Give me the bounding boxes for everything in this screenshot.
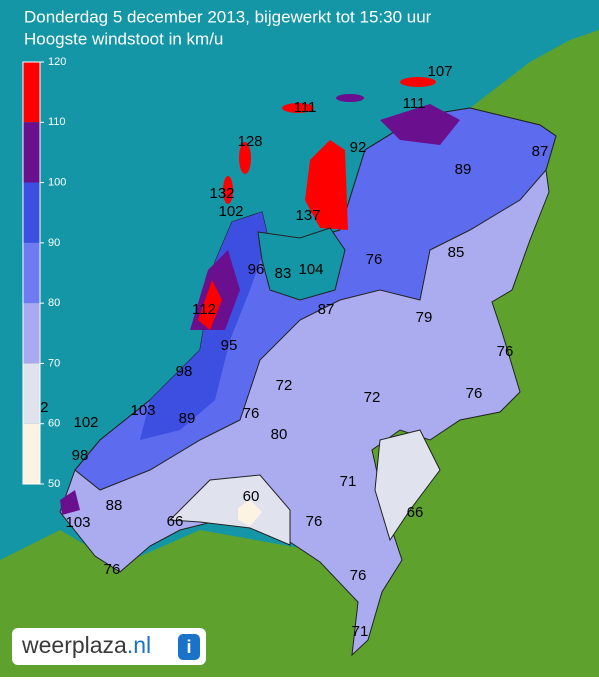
legend-tick-label: 110 <box>48 116 66 128</box>
logo-text: weerplaza.nl <box>21 632 151 658</box>
legend-tick-label: 80 <box>48 297 60 309</box>
legend-band <box>23 242 40 304</box>
station-value: 104 <box>298 261 323 278</box>
station-value: 79 <box>416 309 433 326</box>
station-value: 76 <box>104 561 121 578</box>
zone-110-120 <box>305 140 348 230</box>
station-value: 72 <box>276 377 293 394</box>
logo-name: weerplaza <box>21 632 127 658</box>
station-value: 66 <box>407 504 424 521</box>
legend-frame <box>22 61 41 485</box>
legend-band <box>23 303 40 364</box>
station-value: 87 <box>532 143 549 160</box>
legend-band <box>23 122 40 183</box>
station-value: 88 <box>106 497 123 514</box>
island <box>336 94 364 102</box>
station-value: 112 <box>192 301 216 318</box>
station-value: 102 <box>73 414 98 431</box>
station-value: 71 <box>352 623 369 640</box>
zone-50-60 <box>238 500 262 526</box>
legend: 120 110 100 90 80 70 60 50 <box>22 56 66 490</box>
legend-tick-label: 70 <box>48 357 60 369</box>
station-value: 128 <box>237 133 262 150</box>
station-value: 76 <box>497 343 514 360</box>
logo[interactable]: weerplaza.nl i <box>12 628 206 665</box>
station-value: 76 <box>243 405 260 422</box>
station-value: 60 <box>243 488 260 505</box>
station-value: 98 <box>176 363 193 380</box>
station-value: 92 <box>350 139 367 156</box>
island <box>282 103 314 113</box>
station-value: 83 <box>275 265 292 282</box>
station-value: 76 <box>350 567 367 584</box>
station-value: 95 <box>221 337 238 354</box>
station-value: 87 <box>318 301 335 318</box>
logo-icon <box>178 634 200 660</box>
station-value: 111 <box>294 99 317 116</box>
station-value: 66 <box>167 513 184 530</box>
station-value: 80 <box>271 426 288 443</box>
logo-icon-text: i <box>186 637 191 657</box>
zone-60-70 <box>374 429 441 542</box>
station-value: 85 <box>448 244 465 261</box>
station-value: 89 <box>455 161 472 178</box>
logo-tld: .nl <box>127 632 151 658</box>
island <box>239 142 251 174</box>
station-value: 96 <box>248 261 265 278</box>
legend-tick-label: 50 <box>48 478 60 490</box>
legend-tick-label: 60 <box>48 418 60 430</box>
station-value: 76 <box>306 513 323 530</box>
subtitle: Hoogste windstoot in km/u <box>24 29 223 48</box>
logo-box <box>12 628 206 665</box>
legend-tick-label: 90 <box>48 237 60 249</box>
station-value: 103 <box>65 514 90 531</box>
station-value: 76 <box>466 385 483 402</box>
zone-100-110 <box>380 104 460 145</box>
station-value: 111 <box>403 95 426 112</box>
legend-band <box>23 62 40 123</box>
zone-60-70 <box>168 474 291 546</box>
station-value: 107 <box>427 63 452 80</box>
station-value: 103 <box>130 402 155 419</box>
legend-tick-label: 100 <box>48 176 66 188</box>
island <box>223 176 233 204</box>
zone-100-110 <box>60 490 80 515</box>
zone-110-120 <box>198 280 222 330</box>
station-value: 132 <box>209 185 234 202</box>
legend-tick-label: 120 <box>48 56 66 68</box>
zone-90-100 <box>140 212 268 440</box>
lake <box>257 227 346 301</box>
legend-band <box>23 182 40 243</box>
legend-band <box>23 363 40 424</box>
station-value: 71 <box>340 473 357 490</box>
station-value: 98 <box>72 447 89 464</box>
title: Donderdag 5 december 2013, bijgewerkt to… <box>24 7 432 26</box>
island <box>400 77 436 87</box>
station-value: 89 <box>179 410 196 427</box>
station-value: 76 <box>366 251 383 268</box>
station-value: 102 <box>218 203 243 220</box>
station-value: 137 <box>295 207 320 224</box>
legend-band <box>23 423 40 484</box>
station-value: 72 <box>364 389 381 406</box>
